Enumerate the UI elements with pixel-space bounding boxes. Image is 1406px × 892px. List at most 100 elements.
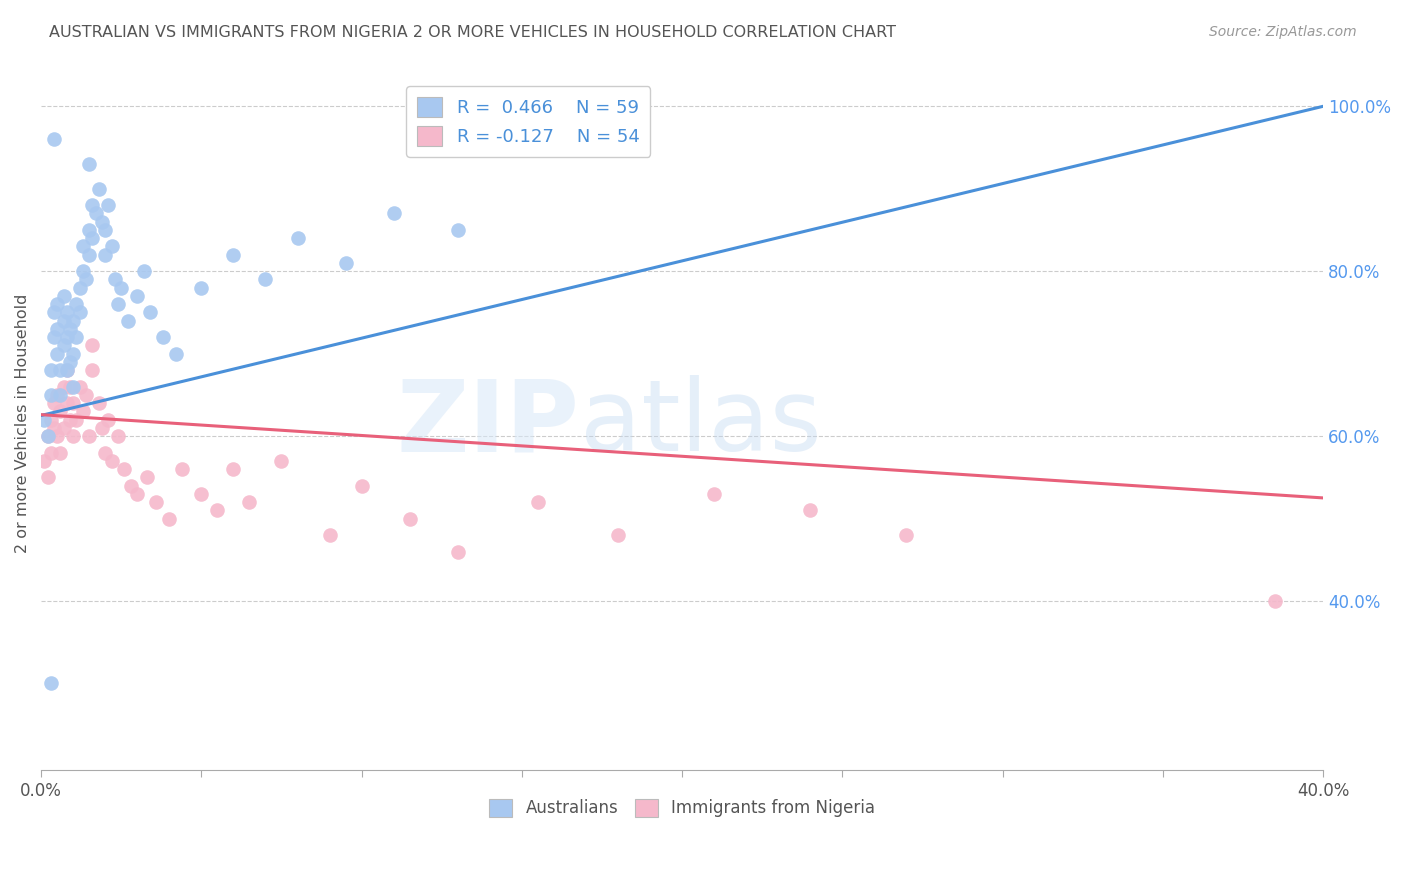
Point — [100, 454, 122, 468]
Point — [37, 470, 59, 484]
Point — [46, 297, 69, 311]
Point — [59, 412, 82, 426]
Point — [52, 379, 75, 393]
Point — [72, 239, 94, 253]
Point — [42, 396, 65, 410]
Point — [42, 132, 65, 146]
Point — [190, 487, 212, 501]
Point — [82, 231, 104, 245]
Point — [77, 429, 100, 443]
Point — [52, 313, 75, 327]
Legend: Australians, Immigrants from Nigeria: Australians, Immigrants from Nigeria — [482, 792, 882, 824]
Point — [65, 330, 87, 344]
Point — [77, 223, 100, 237]
Point — [72, 264, 94, 278]
Point — [222, 462, 245, 476]
Point — [69, 281, 91, 295]
Point — [100, 239, 122, 253]
Point — [165, 346, 187, 360]
Point — [91, 215, 114, 229]
Point — [55, 305, 77, 319]
Point — [350, 478, 373, 492]
Point — [398, 511, 420, 525]
Point — [62, 313, 84, 327]
Point — [46, 346, 69, 360]
Point — [287, 231, 309, 245]
Point — [72, 404, 94, 418]
Point — [37, 429, 59, 443]
Point — [59, 379, 82, 393]
Point — [172, 462, 194, 476]
Point — [447, 223, 470, 237]
Point — [65, 297, 87, 311]
Point — [34, 454, 56, 468]
Point — [87, 396, 110, 410]
Point — [62, 396, 84, 410]
Point — [703, 487, 725, 501]
Point — [91, 421, 114, 435]
Point — [37, 429, 59, 443]
Point — [62, 346, 84, 360]
Point — [132, 264, 155, 278]
Point — [447, 544, 470, 558]
Point — [34, 412, 56, 426]
Point — [94, 445, 117, 459]
Point — [49, 404, 72, 418]
Point — [97, 412, 120, 426]
Point — [139, 305, 162, 319]
Y-axis label: 2 or more Vehicles in Household: 2 or more Vehicles in Household — [15, 294, 30, 553]
Point — [59, 355, 82, 369]
Point — [82, 198, 104, 212]
Point — [190, 281, 212, 295]
Point — [39, 363, 62, 377]
Point — [110, 281, 132, 295]
Point — [382, 206, 405, 220]
Point — [135, 470, 157, 484]
Point — [75, 388, 97, 402]
Point — [55, 363, 77, 377]
Point — [42, 330, 65, 344]
Text: atlas: atlas — [579, 376, 821, 472]
Point — [46, 322, 69, 336]
Point — [62, 429, 84, 443]
Point — [1264, 594, 1286, 608]
Point — [49, 445, 72, 459]
Point — [42, 305, 65, 319]
Point — [84, 206, 107, 220]
Point — [39, 676, 62, 690]
Point — [254, 272, 277, 286]
Point — [55, 396, 77, 410]
Point — [46, 429, 69, 443]
Point — [55, 330, 77, 344]
Point — [49, 363, 72, 377]
Point — [55, 363, 77, 377]
Point — [69, 379, 91, 393]
Point — [107, 297, 129, 311]
Point — [127, 487, 149, 501]
Point — [607, 528, 630, 542]
Point — [896, 528, 918, 542]
Point — [270, 454, 292, 468]
Point — [49, 388, 72, 402]
Point — [97, 198, 120, 212]
Point — [152, 330, 174, 344]
Text: AUSTRALIAN VS IMMIGRANTS FROM NIGERIA 2 OR MORE VEHICLES IN HOUSEHOLD CORRELATIO: AUSTRALIAN VS IMMIGRANTS FROM NIGERIA 2 … — [49, 25, 896, 40]
Point — [69, 305, 91, 319]
Point — [117, 313, 139, 327]
Point — [318, 528, 340, 542]
Point — [82, 338, 104, 352]
Point — [52, 338, 75, 352]
Point — [127, 289, 149, 303]
Point — [52, 421, 75, 435]
Point — [335, 256, 357, 270]
Point — [77, 248, 100, 262]
Point — [157, 511, 180, 525]
Point — [94, 223, 117, 237]
Text: ZIP: ZIP — [396, 376, 579, 472]
Point — [59, 322, 82, 336]
Point — [94, 248, 117, 262]
Point — [145, 495, 167, 509]
Point — [207, 503, 229, 517]
Point — [62, 379, 84, 393]
Point — [114, 462, 136, 476]
